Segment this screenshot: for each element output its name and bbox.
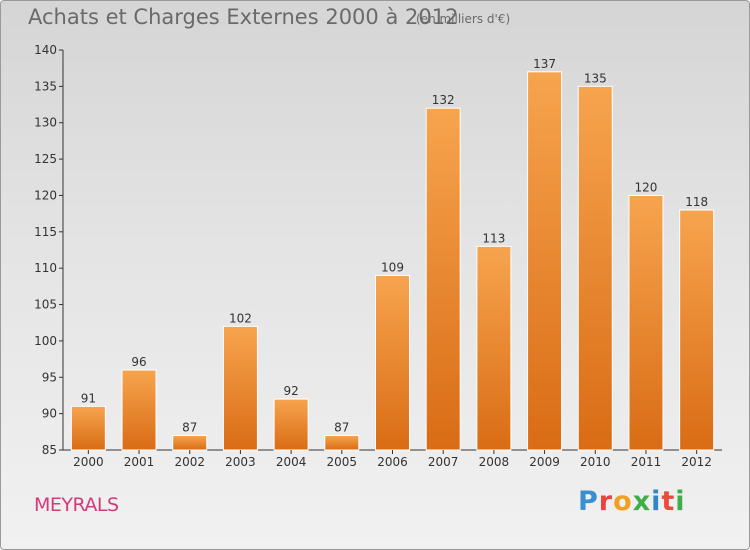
- y-tick-label: 135: [34, 79, 57, 93]
- data-label: 135: [584, 71, 607, 85]
- data-label: 132: [432, 93, 455, 107]
- x-tick-label: 2005: [327, 455, 358, 469]
- data-label: 113: [482, 231, 505, 245]
- x-tick-label: 2011: [631, 455, 662, 469]
- y-tick-label: 130: [34, 116, 57, 130]
- x-tick-label: 2009: [529, 455, 560, 469]
- bar: [628, 194, 664, 451]
- data-label: 109: [381, 260, 404, 274]
- y-tick-label: 90: [42, 407, 57, 421]
- bar: [577, 85, 613, 451]
- bar: [273, 398, 309, 451]
- bar: [476, 245, 512, 451]
- data-label: 118: [685, 195, 708, 209]
- y-tick-label: 125: [34, 152, 57, 166]
- data-label: 92: [283, 384, 298, 398]
- data-label: 102: [229, 311, 252, 325]
- x-tick-label: 2001: [124, 455, 155, 469]
- commune-name: MEYRALS: [34, 494, 119, 516]
- y-tick-label: 100: [34, 334, 57, 348]
- data-label: 137: [533, 57, 556, 71]
- data-label: 96: [131, 355, 146, 369]
- bar: [527, 71, 563, 451]
- y-tick-label: 85: [42, 443, 57, 457]
- x-tick-label: 2000: [73, 455, 104, 469]
- data-label: 87: [182, 420, 197, 434]
- data-label: 91: [81, 391, 96, 405]
- x-tick-label: 2012: [681, 455, 712, 469]
- y-tick-label: 95: [42, 370, 57, 384]
- bar: [172, 434, 208, 451]
- logo-letter: o: [613, 486, 633, 517]
- x-tick-label: 2003: [225, 455, 256, 469]
- bar: [375, 274, 410, 451]
- x-tick-label: 2002: [174, 455, 205, 469]
- bar: [121, 369, 157, 451]
- y-tick-label: 105: [34, 298, 57, 312]
- y-tick-label: 120: [34, 188, 57, 202]
- data-label: 87: [334, 420, 349, 434]
- x-tick-label: 2006: [377, 455, 408, 469]
- bar: [324, 434, 360, 451]
- x-tick-label: 2010: [580, 455, 611, 469]
- logo-letter: P: [578, 486, 599, 517]
- chart-subtitle: (en milliers d'€): [416, 12, 511, 26]
- chart-title: Achats et Charges Externes 2000 à 2012: [28, 5, 459, 29]
- logo-letter: x: [632, 486, 652, 517]
- logo-letter: i: [675, 486, 686, 517]
- x-tick-label: 2008: [479, 455, 510, 469]
- x-tick-label: 2004: [276, 455, 307, 469]
- y-tick-label: 140: [34, 43, 57, 57]
- bar: [222, 325, 258, 451]
- y-tick-label: 115: [34, 225, 57, 239]
- data-label: 120: [635, 180, 658, 194]
- logo-letter: r: [598, 486, 614, 517]
- bar: [70, 405, 106, 451]
- bar: [425, 107, 461, 451]
- x-tick-label: 2007: [428, 455, 459, 469]
- proxiti-logo: Proxiti: [578, 486, 686, 517]
- y-tick-label: 110: [34, 261, 57, 275]
- logo-letter: t: [661, 486, 676, 517]
- logo-letter: i: [651, 486, 662, 517]
- bar: [679, 209, 715, 451]
